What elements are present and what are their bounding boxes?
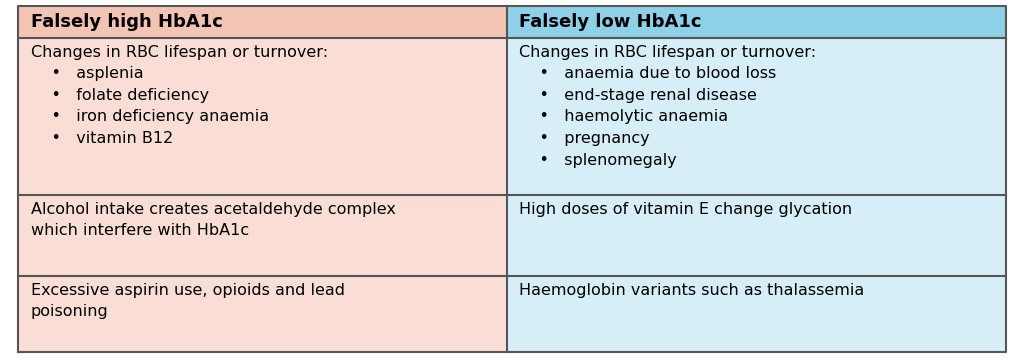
Text: High doses of vitamin E change glycation: High doses of vitamin E change glycation <box>519 202 852 217</box>
Text: Haemoglobin variants such as thalassemia: Haemoglobin variants such as thalassemia <box>519 283 864 298</box>
FancyBboxPatch shape <box>18 38 507 194</box>
Text: Changes in RBC lifespan or turnover:
    •   anaemia due to blood loss
    •   e: Changes in RBC lifespan or turnover: • a… <box>519 45 816 168</box>
FancyBboxPatch shape <box>507 38 1006 194</box>
FancyBboxPatch shape <box>18 194 507 276</box>
FancyBboxPatch shape <box>507 276 1006 352</box>
Text: Excessive aspirin use, opioids and lead
poisoning: Excessive aspirin use, opioids and lead … <box>31 283 345 319</box>
FancyBboxPatch shape <box>507 6 1006 38</box>
Text: Falsely low HbA1c: Falsely low HbA1c <box>519 13 701 31</box>
Text: Falsely high HbA1c: Falsely high HbA1c <box>31 13 222 31</box>
Text: Alcohol intake creates acetaldehyde complex
which interfere with HbA1c: Alcohol intake creates acetaldehyde comp… <box>31 202 395 238</box>
FancyBboxPatch shape <box>18 276 507 352</box>
Text: Changes in RBC lifespan or turnover:
    •   asplenia
    •   folate deficiency
: Changes in RBC lifespan or turnover: • a… <box>31 45 328 146</box>
FancyBboxPatch shape <box>18 6 507 38</box>
FancyBboxPatch shape <box>507 194 1006 276</box>
